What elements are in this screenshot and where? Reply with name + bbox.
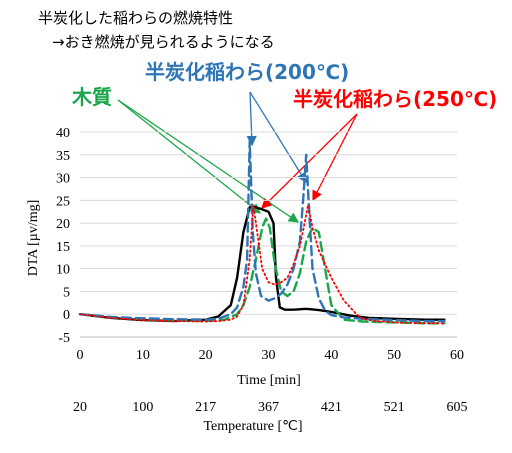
temperature-tick-label: 367 xyxy=(258,400,279,415)
temperature-tick-label: 421 xyxy=(321,400,342,415)
temperature-tick-label: 217 xyxy=(195,400,216,415)
temperature-tick-label: 100 xyxy=(132,400,153,415)
grid-lines xyxy=(80,131,457,338)
title-line-2: →おき燃焼が見られるようになる xyxy=(52,33,275,51)
x-axis-label: Time [min] xyxy=(237,373,301,388)
title-line-1: 半炭化した稲わらの燃焼特性 xyxy=(38,9,233,27)
y-tick-label: 15 xyxy=(56,240,70,255)
arrow-wood-2 xyxy=(117,99,300,223)
x-tick-label: 30 xyxy=(262,348,276,363)
y-tick-label: 40 xyxy=(56,126,70,141)
y-tick-label: 10 xyxy=(56,263,70,278)
annotation-arrows xyxy=(117,91,358,223)
arrow-rice250-1 xyxy=(261,113,358,209)
temperature-tick-labels: 20 100 217 367 421 521 605 xyxy=(73,400,468,415)
series-line-rice250 xyxy=(79,204,446,325)
temperature-axis-label: Temperature [℃] xyxy=(203,419,302,434)
y-tick-label: -5 xyxy=(58,331,70,346)
temperature-tick-label: 20 xyxy=(73,400,87,415)
series-line-rice200 xyxy=(78,139,446,323)
x-tick-label: 50 xyxy=(387,348,401,363)
temperature-tick-label: 605 xyxy=(447,400,468,415)
x-tick-label: 20 xyxy=(199,348,213,363)
series-line-wood xyxy=(78,217,446,325)
x-tick-label: 0 xyxy=(77,348,84,363)
arrow-rice200-1 xyxy=(246,91,257,147)
x-tick-labels: 0 10 20 30 40 50 60 xyxy=(77,348,465,363)
y-tick-labels: -5 0 5 10 15 20 25 30 35 40 xyxy=(56,126,70,346)
annotation-wood: 木質 xyxy=(71,85,112,109)
annotation-rice-250: 半炭化稲わら(250℃) xyxy=(293,87,497,111)
arrow-rice250-2 xyxy=(312,113,358,202)
annotation-rice-200: 半炭化稲わら(200℃) xyxy=(145,60,349,84)
y-tick-label: 25 xyxy=(56,194,70,209)
y-axis-label: DTA [µv/mg] xyxy=(26,200,41,277)
y-tick-label: 35 xyxy=(56,149,70,164)
arrow-rice200-2 xyxy=(249,91,307,184)
x-tick-label: 10 xyxy=(136,348,150,363)
y-tick-label: 20 xyxy=(56,217,70,232)
series-line-black xyxy=(78,206,446,323)
y-tick-label: 30 xyxy=(56,172,70,187)
arrow-wood-1 xyxy=(117,99,262,214)
series-lines xyxy=(78,139,446,325)
y-tick-label: 0 xyxy=(63,308,70,323)
x-tick-label: 60 xyxy=(450,348,464,363)
temperature-tick-label: 521 xyxy=(384,400,405,415)
y-tick-label: 5 xyxy=(63,285,70,300)
x-tick-label: 40 xyxy=(324,348,338,363)
